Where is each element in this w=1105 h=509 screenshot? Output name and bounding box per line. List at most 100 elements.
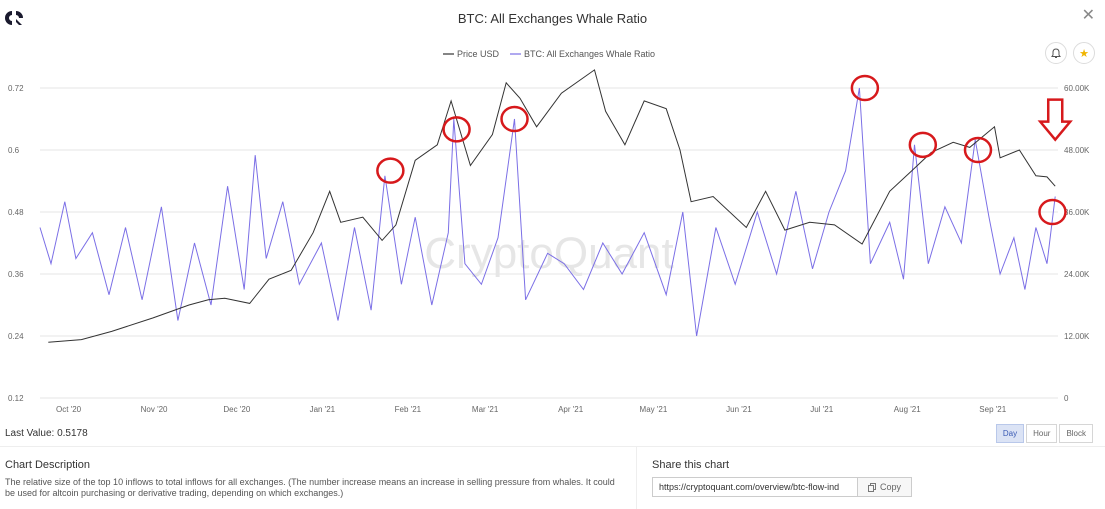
price-point bbox=[889, 190, 891, 192]
ratio-point bbox=[193, 242, 195, 244]
price-point bbox=[665, 107, 667, 109]
price-point bbox=[328, 190, 330, 192]
chart-area: Price USD BTC: All Exchanges Whale Ratio 0… bbox=[8, 49, 1090, 414]
price-point bbox=[969, 146, 971, 148]
price-point bbox=[993, 126, 995, 128]
panel-divider bbox=[636, 447, 637, 509]
price-point bbox=[745, 226, 747, 228]
x-tick-label: Dec '20 bbox=[223, 405, 250, 414]
copy-label: Copy bbox=[880, 482, 902, 492]
ratio-point bbox=[243, 288, 245, 290]
ratio-point bbox=[226, 185, 228, 187]
ratio-point bbox=[734, 283, 736, 285]
ratio-point bbox=[1035, 226, 1037, 228]
y-right-tick-label: 36.00K bbox=[1064, 208, 1090, 217]
y-right-tick-label: 24.00K bbox=[1064, 270, 1090, 279]
chart-footer: Last Value: 0.5178 Day Hour Block bbox=[0, 422, 1105, 444]
ratio-point bbox=[811, 268, 813, 270]
price-point bbox=[207, 299, 209, 301]
share-url-input[interactable] bbox=[652, 477, 858, 497]
y-right-tick-label: 0 bbox=[1064, 394, 1069, 403]
ratio-point bbox=[480, 283, 482, 285]
price-point bbox=[519, 97, 521, 99]
ratio-point bbox=[254, 154, 256, 156]
ratio-point bbox=[682, 211, 684, 213]
ratio-point bbox=[431, 304, 433, 306]
x-tick-label: Feb '21 bbox=[395, 405, 422, 414]
ratio-point bbox=[497, 237, 499, 239]
ratio-point bbox=[844, 169, 846, 171]
ratio-point bbox=[795, 190, 797, 192]
ratio-point bbox=[1024, 288, 1026, 290]
timeframe-hour-button[interactable]: Hour bbox=[1026, 424, 1058, 443]
price-point bbox=[268, 278, 270, 280]
description-text: The relative size of the top 10 inflows … bbox=[5, 477, 615, 498]
ratio-point bbox=[643, 231, 645, 233]
annotation-down-arrow bbox=[1037, 98, 1073, 142]
x-tick-label: Aug '21 bbox=[894, 405, 921, 414]
price-point bbox=[784, 229, 786, 231]
y-left-tick-label: 0.36 bbox=[8, 270, 24, 279]
ratio-point bbox=[889, 221, 891, 223]
series-line-price bbox=[48, 69, 1056, 343]
bell-icon[interactable] bbox=[1045, 42, 1067, 64]
annotation-circle bbox=[376, 157, 405, 184]
series-line-whale-ratio bbox=[39, 87, 1056, 337]
star-icon[interactable]: ★ bbox=[1073, 42, 1095, 64]
ratio-point bbox=[1046, 262, 1048, 264]
y-left-tick-label: 0.24 bbox=[8, 332, 24, 341]
ratio-point bbox=[513, 118, 515, 120]
price-point bbox=[47, 341, 49, 343]
share-title: Share this chart bbox=[652, 459, 730, 471]
x-tick-label: Mar '21 bbox=[472, 405, 499, 414]
y-right-tick-label: 48.00K bbox=[1064, 146, 1090, 155]
ratio-point bbox=[756, 211, 758, 213]
ratio-point bbox=[124, 226, 126, 228]
ratio-point bbox=[210, 304, 212, 306]
ratio-point bbox=[828, 211, 830, 213]
price-point bbox=[911, 169, 913, 171]
price-point bbox=[395, 224, 397, 226]
x-tick-label: Jul '21 bbox=[810, 405, 833, 414]
ratio-point bbox=[298, 283, 300, 285]
x-tick-label: May '21 bbox=[640, 405, 668, 414]
ratio-point bbox=[414, 216, 416, 218]
ratio-point bbox=[563, 262, 565, 264]
legend-label-price: Price USD bbox=[457, 49, 500, 59]
copy-button[interactable]: Copy bbox=[858, 477, 913, 497]
ratio-point bbox=[960, 242, 962, 244]
close-icon[interactable]: ✕ bbox=[1081, 7, 1095, 24]
timeframe-day-button[interactable]: Day bbox=[995, 424, 1025, 443]
ratio-point bbox=[91, 231, 93, 233]
price-point bbox=[505, 82, 507, 84]
ratio-point bbox=[337, 319, 339, 321]
price-point bbox=[1054, 185, 1056, 187]
ratio-point bbox=[282, 200, 284, 202]
ratio-point bbox=[370, 309, 372, 311]
price-point bbox=[80, 338, 82, 340]
ratio-point bbox=[1013, 237, 1015, 239]
y-left-tick-label: 0.12 bbox=[8, 394, 24, 403]
price-point bbox=[340, 221, 342, 223]
timeframe-block-button[interactable]: Block bbox=[1059, 424, 1093, 443]
ratio-point bbox=[582, 288, 584, 290]
ratio-point bbox=[695, 335, 697, 337]
ratio-point bbox=[177, 319, 179, 321]
ratio-point bbox=[50, 262, 52, 264]
price-point bbox=[312, 231, 314, 233]
ratio-point bbox=[400, 283, 402, 285]
price-point bbox=[624, 144, 626, 146]
share-section: Share this chart Copy bbox=[652, 459, 913, 497]
annotation-circle bbox=[908, 131, 938, 159]
price-point bbox=[861, 243, 863, 245]
x-tick-label: Jun '21 bbox=[726, 405, 752, 414]
watermark-text: CryptoQuant bbox=[424, 229, 673, 278]
x-tick-label: Sep '21 bbox=[979, 405, 1006, 414]
price-point bbox=[809, 221, 811, 223]
price-point bbox=[469, 164, 471, 166]
annotation-circle bbox=[850, 74, 880, 102]
ratio-point bbox=[447, 231, 449, 233]
price-point bbox=[414, 159, 416, 161]
title-bar: BTC: All Exchanges Whale Ratio ✕ bbox=[0, 0, 1105, 36]
price-point bbox=[381, 239, 383, 241]
